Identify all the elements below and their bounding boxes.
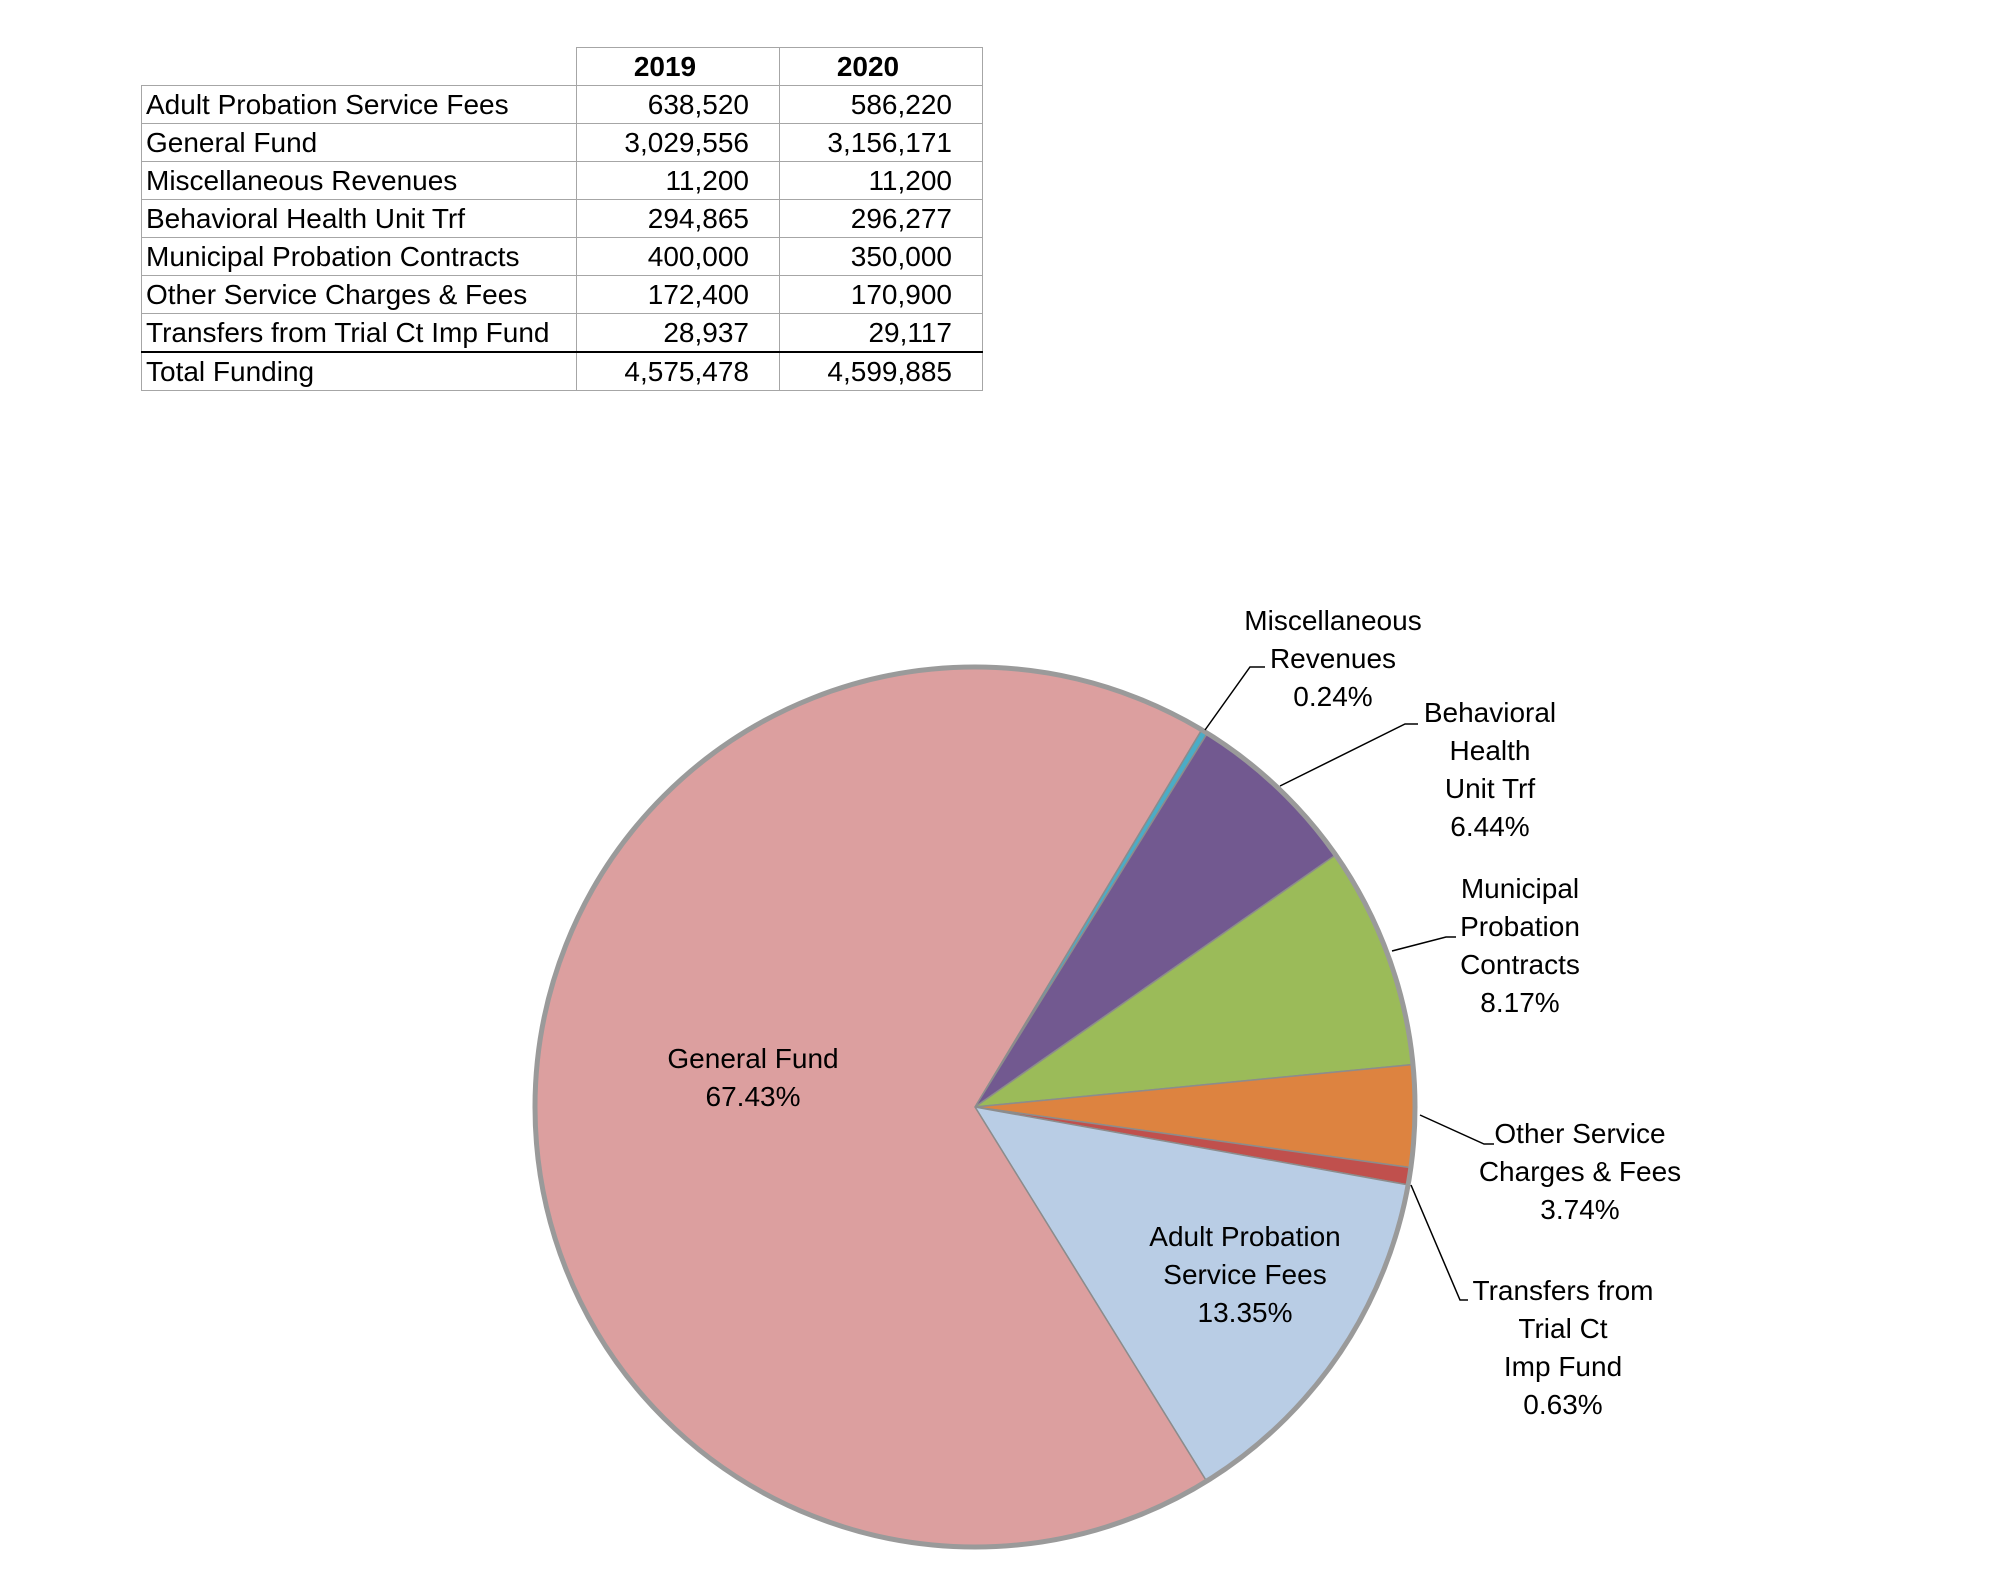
- total-label: Total Funding: [141, 351, 577, 391]
- slice-percent: 0.63%: [1523, 1389, 1602, 1420]
- leader-line: [1204, 666, 1265, 731]
- row-value-2019: 172,400: [576, 275, 780, 314]
- row-label: Miscellaneous Revenues: [141, 161, 577, 200]
- row-label: Municipal Probation Contracts: [141, 237, 577, 276]
- slice-label-line: Service Fees: [1163, 1259, 1326, 1290]
- leader-line: [1391, 936, 1456, 952]
- slice-label: Municipal Probation Contracts 8.17%: [1460, 873, 1580, 1018]
- slice-percent: 13.35%: [1198, 1297, 1293, 1328]
- slice-label-line: Trial Ct: [1518, 1313, 1607, 1344]
- row-value-2020: 296,277: [779, 199, 983, 238]
- slice-label: Miscellaneous Revenues 0.24%: [1244, 605, 1421, 712]
- table-row: Adult Probation Service Fees 638,520 586…: [141, 85, 983, 124]
- table-header-blank: [141, 47, 577, 86]
- slice-label: Transfers from Trial Ct Imp Fund 0.63%: [1473, 1275, 1654, 1420]
- slice-label: Adult Probation Service Fees 13.35%: [1149, 1221, 1340, 1328]
- funding-table: 2019 2020 Adult Probation Service Fees 6…: [141, 47, 983, 391]
- row-label: Transfers from Trial Ct Imp Fund: [141, 313, 577, 353]
- slice-label-line: Unit Trf: [1445, 773, 1535, 804]
- slice-label-line: Adult Probation: [1149, 1221, 1340, 1252]
- row-value-2020: 29,117: [779, 313, 983, 353]
- slice-percent: 8.17%: [1480, 987, 1559, 1018]
- slice-percent: 3.74%: [1540, 1194, 1619, 1225]
- total-value-2020: 4,599,885: [779, 351, 983, 391]
- slice-label-line: Transfers from: [1473, 1275, 1654, 1306]
- leader-line: [1279, 723, 1418, 787]
- slice-label-line: Municipal: [1461, 873, 1579, 904]
- table-row: Other Service Charges & Fees 172,400 170…: [141, 275, 983, 314]
- slice-label: General Fund 67.43%: [667, 1043, 838, 1112]
- table-header-row: 2019 2020: [141, 47, 983, 86]
- row-value-2019: 294,865: [576, 199, 780, 238]
- table-body: Adult Probation Service Fees 638,520 586…: [141, 85, 983, 391]
- row-value-2020: 350,000: [779, 237, 983, 276]
- table-row: General Fund 3,029,556 3,156,171: [141, 123, 983, 162]
- slice-label-line: Behavioral: [1424, 697, 1556, 728]
- slice-label: Other Service Charges & Fees 3.74%: [1479, 1118, 1681, 1225]
- row-value-2019: 3,029,556: [576, 123, 780, 162]
- row-label: Other Service Charges & Fees: [141, 275, 577, 314]
- slice-label-line: Charges & Fees: [1479, 1156, 1681, 1187]
- slice-percent: 0.24%: [1293, 681, 1372, 712]
- slice-label-line: General Fund: [667, 1043, 838, 1074]
- slice-label-line: Miscellaneous: [1244, 605, 1421, 636]
- table-row: Miscellaneous Revenues 11,200 11,200: [141, 161, 983, 200]
- row-value-2019: 400,000: [576, 237, 780, 276]
- slice-percent: 67.43%: [706, 1081, 801, 1112]
- table-row: Transfers from Trial Ct Imp Fund 28,937 …: [141, 313, 983, 353]
- pie-outline: [532, 664, 1418, 1550]
- total-value-2019: 4,575,478: [576, 351, 780, 391]
- table-row: Behavioral Health Unit Trf 294,865 296,2…: [141, 199, 983, 238]
- slice-label-line: Revenues: [1270, 643, 1396, 674]
- slice-percent: 6.44%: [1450, 811, 1529, 842]
- table-total-row: Total Funding 4,575,478 4,599,885: [141, 351, 983, 391]
- leader-line: [1410, 1184, 1468, 1301]
- row-value-2020: 170,900: [779, 275, 983, 314]
- row-value-2020: 586,220: [779, 85, 983, 124]
- slice-label-line: Probation: [1460, 911, 1580, 942]
- slice-label-line: Other Service: [1494, 1118, 1665, 1149]
- row-value-2020: 3,156,171: [779, 123, 983, 162]
- funding-table-container: 2019 2020 Adult Probation Service Fees 6…: [141, 47, 983, 391]
- row-label: Behavioral Health Unit Trf: [141, 199, 577, 238]
- row-value-2019: 638,520: [576, 85, 780, 124]
- slice-label-line: Imp Fund: [1504, 1351, 1622, 1382]
- table-header-2020: 2020: [779, 47, 983, 86]
- table-row: Municipal Probation Contracts 400,000 35…: [141, 237, 983, 276]
- row-value-2019: 11,200: [576, 161, 780, 200]
- slice-label: Behavioral Health Unit Trf 6.44%: [1424, 697, 1556, 842]
- slice-label-line: Contracts: [1460, 949, 1580, 980]
- slice-label-line: Health: [1450, 735, 1531, 766]
- row-value-2020: 11,200: [779, 161, 983, 200]
- row-label: General Fund: [141, 123, 577, 162]
- row-label: Adult Probation Service Fees: [141, 85, 577, 124]
- leader-line: [1419, 1114, 1494, 1145]
